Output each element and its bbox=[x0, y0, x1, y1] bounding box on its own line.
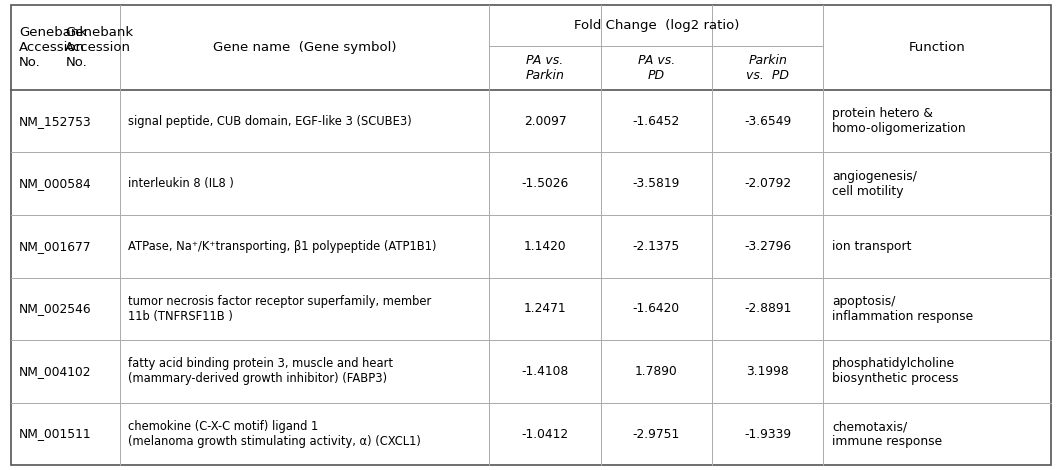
Text: -2.0792: -2.0792 bbox=[744, 177, 791, 190]
Text: fatty acid binding protein 3, muscle and heart
(mammary-derived growth inhibitor: fatty acid binding protein 3, muscle and… bbox=[129, 358, 393, 385]
Text: 1.1420: 1.1420 bbox=[524, 240, 566, 253]
Text: NM_002546: NM_002546 bbox=[19, 302, 91, 315]
Text: Gene name  (Gene symbol): Gene name (Gene symbol) bbox=[212, 41, 396, 54]
Text: NM_000584: NM_000584 bbox=[19, 177, 92, 190]
Text: 1.7890: 1.7890 bbox=[635, 365, 678, 378]
Text: -3.6549: -3.6549 bbox=[744, 115, 791, 128]
Text: -1.6420: -1.6420 bbox=[633, 302, 680, 315]
Text: NM_001511: NM_001511 bbox=[19, 428, 91, 440]
Text: -2.9751: -2.9751 bbox=[633, 428, 680, 440]
Text: PA vs.
Parkin: PA vs. Parkin bbox=[526, 54, 565, 82]
Text: -1.4108: -1.4108 bbox=[521, 365, 568, 378]
Text: -2.1375: -2.1375 bbox=[633, 240, 680, 253]
Text: Genebank
Accession
No.: Genebank Accession No. bbox=[19, 26, 87, 69]
Text: NM_004102: NM_004102 bbox=[19, 365, 91, 378]
Text: Function: Function bbox=[909, 41, 965, 54]
Text: protein hetero &
homo-oligomerization: protein hetero & homo-oligomerization bbox=[832, 107, 966, 135]
Text: Parkin
vs.  PD: Parkin vs. PD bbox=[747, 54, 789, 82]
Text: ion transport: ion transport bbox=[832, 240, 911, 253]
Text: interleukin 8 (IL8 ): interleukin 8 (IL8 ) bbox=[129, 177, 235, 190]
Text: -1.0412: -1.0412 bbox=[521, 428, 568, 440]
Text: phosphatidylcholine
biosynthetic process: phosphatidylcholine biosynthetic process bbox=[832, 358, 958, 385]
Text: 3.1998: 3.1998 bbox=[747, 365, 789, 378]
Text: PA vs.
PD: PA vs. PD bbox=[638, 54, 675, 82]
Text: Fold Change  (log2 ratio): Fold Change (log2 ratio) bbox=[573, 19, 739, 31]
Text: 2.0097: 2.0097 bbox=[524, 115, 566, 128]
Text: -2.8891: -2.8891 bbox=[744, 302, 791, 315]
Text: Genebank
Accession
No.: Genebank Accession No. bbox=[65, 26, 134, 69]
Text: signal peptide, CUB domain, EGF-like 3 (SCUBE3): signal peptide, CUB domain, EGF-like 3 (… bbox=[129, 115, 412, 128]
Text: -1.9339: -1.9339 bbox=[744, 428, 791, 440]
Text: ATPase, Na⁺/K⁺transporting, β1 polypeptide (ATP1B1): ATPase, Na⁺/K⁺transporting, β1 polypepti… bbox=[129, 240, 436, 253]
Text: -3.5819: -3.5819 bbox=[633, 177, 680, 190]
Text: 1.2471: 1.2471 bbox=[524, 302, 566, 315]
Text: NM_152753: NM_152753 bbox=[19, 115, 92, 128]
Text: angiogenesis/
cell motility: angiogenesis/ cell motility bbox=[832, 170, 917, 198]
Text: tumor necrosis factor receptor superfamily, member
11b (TNFRSF11B ): tumor necrosis factor receptor superfami… bbox=[129, 295, 431, 323]
Text: chemokine (C-X-C motif) ligand 1
(melanoma growth stimulating activity, α) (CXCL: chemokine (C-X-C motif) ligand 1 (melano… bbox=[129, 420, 422, 448]
Text: -1.5026: -1.5026 bbox=[521, 177, 568, 190]
Text: chemotaxis/
immune response: chemotaxis/ immune response bbox=[832, 420, 942, 448]
Text: -1.6452: -1.6452 bbox=[633, 115, 680, 128]
Text: apoptosis/
inflammation response: apoptosis/ inflammation response bbox=[832, 295, 973, 323]
Text: -3.2796: -3.2796 bbox=[744, 240, 791, 253]
Text: NM_001677: NM_001677 bbox=[19, 240, 91, 253]
